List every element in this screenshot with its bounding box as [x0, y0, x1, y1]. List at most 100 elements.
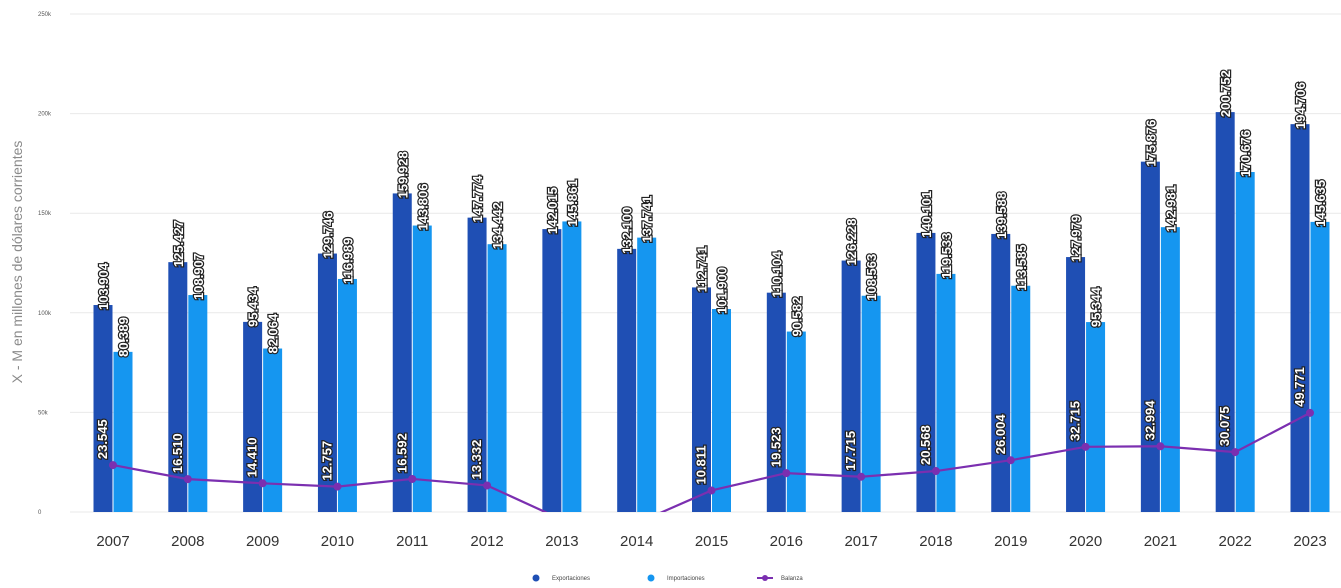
data-label-exportaciones: 139.588: [994, 192, 1009, 239]
balance-point: [633, 519, 641, 527]
data-label-exportaciones: 126.228: [844, 219, 859, 266]
bar-importaciones: [786, 331, 806, 512]
data-label-balanza: 16.592: [394, 433, 409, 473]
legend-marker: [647, 574, 655, 582]
balance-point: [1306, 408, 1314, 417]
balance-point: [1156, 442, 1165, 451]
data-label-exportaciones: 147.774: [470, 175, 485, 223]
data-label-importaciones: 116.989: [340, 238, 355, 284]
data-label-balanza: 32.715: [1068, 401, 1083, 441]
bar-importaciones: [1310, 221, 1330, 512]
balance-line: [109, 408, 1314, 527]
y-tick-label: 200k: [38, 112, 52, 118]
x-tick-label: 2023: [1293, 533, 1326, 550]
bar-exportaciones: [542, 229, 562, 512]
data-label-exportaciones: 142.015: [545, 187, 560, 234]
balance-point: [1081, 442, 1090, 451]
bar-importaciones: [712, 309, 731, 512]
data-label-exportaciones: 140.101: [919, 191, 934, 238]
bar-importaciones: [188, 295, 208, 512]
bar-importaciones: [487, 244, 507, 512]
x-tick-label: 2009: [246, 533, 279, 550]
data-label-exportaciones: 159.928: [395, 151, 410, 198]
bar-importaciones: [861, 295, 881, 512]
bar-importaciones: [263, 348, 283, 512]
data-label-importaciones: 95.344: [1089, 287, 1104, 328]
legend: Exportaciones Importaciones Balanza: [532, 574, 803, 582]
data-label-importaciones: 137.741: [640, 196, 655, 243]
data-label-exportaciones: 132.100: [620, 207, 635, 254]
bar-importaciones: [1160, 227, 1180, 512]
y-tick-label: 150k: [38, 211, 52, 217]
bar-importaciones: [113, 351, 133, 512]
legend-marker: [532, 574, 540, 582]
bar-exportaciones: [841, 260, 861, 512]
data-label-exportaciones: 112.741: [695, 246, 710, 292]
data-label-importaciones: 143.806: [415, 184, 430, 231]
data-label-exportaciones: 129.746: [320, 212, 335, 259]
bar-importaciones: [1011, 285, 1031, 512]
balance-point: [1231, 448, 1240, 457]
bar-exportaciones: [916, 232, 936, 512]
data-label-importaciones: 134.442: [490, 202, 505, 249]
y-tick-label: 250k: [38, 12, 52, 18]
bar-exportaciones: [991, 233, 1011, 512]
data-label-exportaciones: 194.706: [1293, 82, 1308, 129]
y-tick-label: 50k: [38, 410, 49, 416]
balance-point: [109, 461, 117, 470]
bar-importaciones: [562, 221, 582, 512]
bar-importaciones: [936, 273, 956, 512]
balance-point: [258, 479, 267, 488]
x-tick-label: 2012: [470, 533, 503, 550]
data-label-importaciones: 90.582: [789, 297, 804, 337]
data-label-importaciones: 80.389: [116, 317, 131, 357]
x-tick-label: 2020: [1069, 533, 1102, 550]
data-label-balanza: 26.004: [993, 414, 1008, 455]
data-label-importaciones: 119.533: [939, 233, 954, 279]
data-label-balanza: 17.715: [843, 431, 858, 471]
balance-point: [707, 486, 716, 495]
bar-exportaciones: [243, 321, 263, 512]
balance-point: [857, 472, 866, 481]
bar-exportaciones: [617, 248, 637, 512]
data-label-importaciones: 145.635: [1313, 180, 1328, 227]
legend-label: Balanza: [781, 576, 803, 582]
x-tick-label: 2019: [994, 533, 1027, 550]
balance-point: [558, 516, 566, 524]
data-label-balanza: 19.523: [768, 427, 783, 467]
data-label-importaciones: 142.981: [1163, 185, 1178, 232]
data-label-balanza: 16.510: [170, 433, 185, 473]
x-tick-label: 2022: [1219, 533, 1252, 550]
data-label-exportaciones: 200.752: [1218, 70, 1233, 117]
bar-exportaciones: [168, 262, 188, 512]
data-label-balanza: 49.771: [1292, 367, 1307, 407]
balance-point: [183, 475, 192, 484]
bar-exportaciones: [766, 292, 786, 512]
bar-exportaciones: [317, 253, 337, 513]
bar-exportaciones: [467, 217, 487, 512]
bar-exportaciones: [1066, 257, 1086, 512]
data-label-exportaciones: 127.979: [1069, 215, 1084, 262]
balance-series-line: [112, 411, 1311, 512]
data-label-balanza: 12.757: [319, 441, 334, 481]
bars: [93, 112, 1330, 513]
data-label-balanza: 30.075: [1217, 406, 1232, 446]
data-label-importaciones: 108.563: [864, 254, 879, 301]
bar-importaciones: [337, 278, 357, 512]
legend-label: Exportaciones: [552, 576, 590, 582]
x-tick-label: 2008: [171, 533, 204, 550]
x-tick-label: 2011: [396, 533, 428, 550]
data-label-importaciones: 113.585: [1014, 244, 1029, 290]
bar-exportaciones: [692, 287, 711, 512]
y-axis-label: X - M en millones de dólares corrientes: [9, 141, 25, 384]
data-label-exportaciones: 103.904: [96, 262, 111, 310]
data-label-balanza: 13.332: [469, 440, 484, 480]
bar-exportaciones: [1140, 161, 1160, 512]
bar-importaciones: [412, 225, 432, 512]
data-label-balanza: 14.410: [245, 438, 260, 478]
legend-label: Importaciones: [667, 576, 705, 582]
x-tick-label: 2015: [695, 533, 728, 550]
data-label-balanza: 32.994: [1142, 400, 1157, 441]
balance-point: [333, 482, 342, 491]
